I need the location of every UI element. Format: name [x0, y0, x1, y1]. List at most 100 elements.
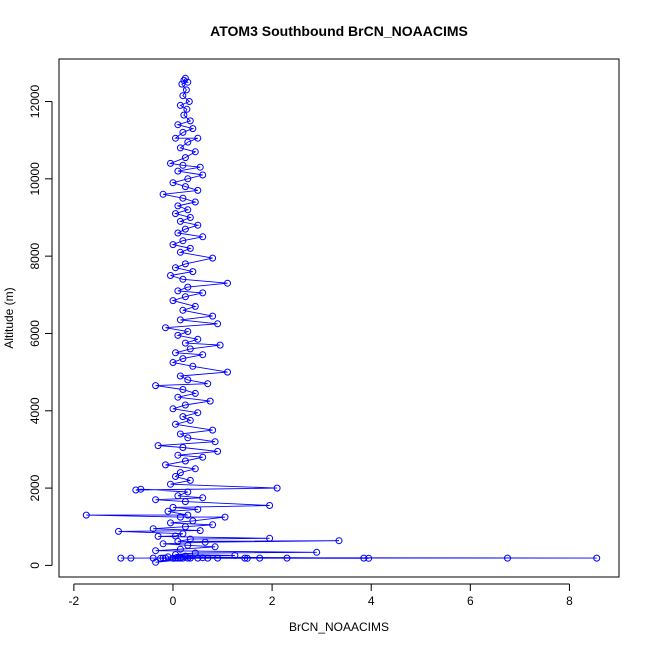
data-point — [194, 186, 202, 194]
data-point — [194, 335, 202, 343]
data-point — [209, 254, 217, 262]
data-point — [194, 409, 202, 417]
data-point — [176, 545, 184, 553]
data-point — [199, 289, 207, 297]
data-point — [164, 507, 172, 515]
data-point — [184, 376, 192, 384]
data-point — [169, 359, 177, 366]
data-point — [184, 434, 192, 442]
data-point — [176, 217, 184, 225]
data-point — [204, 380, 212, 388]
data-point — [184, 541, 192, 549]
data-point — [209, 521, 217, 529]
data-point — [184, 488, 192, 496]
data-point — [204, 554, 212, 562]
data-point — [176, 513, 184, 521]
data-point — [127, 554, 135, 562]
data-point — [172, 349, 179, 357]
data-point — [162, 554, 169, 562]
data-point — [172, 554, 179, 562]
data-point — [176, 144, 184, 152]
data-point — [216, 341, 224, 349]
data-point — [172, 264, 179, 272]
data-point — [189, 362, 197, 370]
data-point — [179, 386, 187, 393]
data-point — [157, 554, 165, 562]
data-point — [186, 345, 194, 353]
data-point — [266, 502, 274, 509]
data-point — [189, 517, 197, 525]
data-point — [179, 92, 187, 100]
data-point — [169, 405, 177, 413]
data-point — [174, 492, 182, 500]
data-point — [149, 525, 157, 533]
y-tick-label: 6000 — [28, 320, 42, 347]
data-point — [201, 538, 209, 546]
x-tick-label: 6 — [467, 594, 474, 608]
chart-title: ATOM3 Southbound BrCN_NOAACIMS — [210, 23, 468, 39]
data-point — [181, 260, 189, 268]
data-point — [184, 138, 192, 146]
data-point — [154, 532, 162, 540]
data-point — [167, 159, 174, 167]
data-point — [176, 316, 184, 324]
y-tick-label: 0 — [28, 562, 42, 569]
data-point — [224, 368, 231, 376]
data-point — [179, 161, 187, 169]
data-point — [176, 372, 184, 380]
data-point — [365, 554, 373, 562]
data-point — [283, 554, 291, 562]
data-point — [181, 457, 189, 465]
data-point — [273, 484, 281, 492]
series-line — [86, 78, 597, 563]
data-point — [214, 320, 222, 328]
data-point — [186, 117, 194, 125]
data-series — [82, 74, 601, 566]
y-axis-label: Altitude (m) — [2, 287, 16, 348]
data-point — [179, 413, 187, 421]
x-axis-label: BrCN_NOAACIMS — [289, 620, 389, 634]
data-point — [174, 287, 182, 295]
data-point — [172, 420, 179, 428]
data-point — [169, 297, 177, 305]
data-point — [186, 416, 194, 424]
data-point — [179, 530, 187, 538]
data-point — [174, 451, 182, 459]
data-point — [196, 527, 204, 535]
data-point — [186, 554, 194, 562]
x-axis: -2 0 2 4 6 8 — [69, 583, 573, 608]
data-point — [181, 154, 189, 162]
data-point — [194, 554, 202, 562]
data-point — [199, 554, 207, 562]
data-point — [176, 430, 184, 438]
x-tick-label: 2 — [269, 594, 276, 608]
data-point — [172, 210, 179, 218]
data-point — [154, 442, 162, 450]
data-point — [169, 179, 177, 187]
data-point — [194, 221, 202, 229]
data-point — [174, 202, 182, 210]
data-point — [256, 554, 264, 562]
data-point — [189, 268, 197, 276]
data-point — [172, 473, 179, 480]
data-point — [199, 351, 207, 359]
data-point — [132, 486, 140, 494]
data-point — [174, 229, 182, 237]
data-point — [184, 328, 192, 335]
data-point — [184, 283, 192, 291]
data-point — [179, 128, 187, 136]
data-point — [176, 554, 184, 562]
data-point — [266, 534, 274, 542]
data-point — [159, 540, 167, 548]
data-point — [186, 476, 194, 484]
data-point — [194, 134, 202, 142]
data-point — [152, 496, 160, 504]
y-tick-label: 12000 — [28, 85, 42, 119]
y-tick-label: 2000 — [28, 474, 42, 501]
data-point — [181, 293, 189, 301]
data-point — [186, 244, 194, 252]
data-point — [199, 171, 207, 179]
data-point — [182, 86, 190, 94]
